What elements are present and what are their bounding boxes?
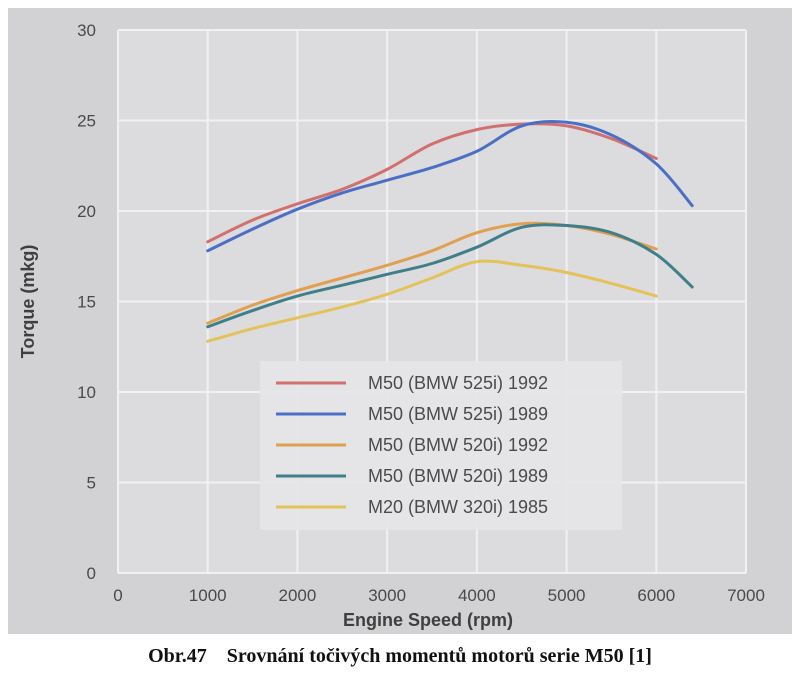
- legend: M50 (BMW 525i) 1992 M50 (BMW 525i) 1989 M5…: [260, 361, 622, 530]
- series-line-2: [206, 120, 694, 253]
- legend-label-3: M50 (BMW 520i) 1992: [368, 435, 548, 455]
- x-tick-label: 1000: [189, 586, 227, 605]
- y-tick-label: 30: [77, 21, 96, 40]
- y-tick-label: 25: [77, 112, 96, 131]
- x-tick-label: 0: [113, 586, 122, 605]
- x-tick-label: 3000: [368, 586, 406, 605]
- legend-label-2: M50 (BMW 525i) 1989: [368, 404, 548, 424]
- series-line-1: [206, 122, 658, 244]
- x-axis-title: Engine Speed (rpm): [343, 610, 513, 630]
- figure-caption: Obr.47 Srovnání točivých momentů motorů …: [148, 645, 652, 667]
- chart-figure: 0 1000 2000 3000 4000 5000 6000 7000 0 5 10 15 20 25…: [8, 8, 792, 634]
- x-tick-label: 5000: [548, 586, 586, 605]
- x-tick-label: 7000: [727, 586, 765, 605]
- y-axis-title: Torque (mkg): [18, 245, 38, 359]
- series-line-4: [206, 223, 694, 329]
- y-tick-label: 10: [77, 383, 96, 402]
- x-tick-label: 6000: [637, 586, 675, 605]
- torque-chart: 0 1000 2000 3000 4000 5000 6000 7000 0 5 10 15 20 25…: [18, 21, 765, 630]
- y-tick-label: 20: [77, 202, 96, 221]
- x-tick-label: 2000: [279, 586, 317, 605]
- x-tick-label: 4000: [458, 586, 496, 605]
- legend-label-4: M50 (BMW 520i) 1989: [368, 466, 548, 486]
- y-tick-label: 15: [77, 293, 96, 312]
- legend-label-5: M20 (BMW 320i) 1985: [368, 497, 548, 517]
- series-layer: [206, 120, 694, 343]
- x-tick-labels: 0 1000 2000 3000 4000 5000 6000 7000: [113, 586, 765, 605]
- y-tick-label: 0: [87, 564, 96, 583]
- legend-label-1: M50 (BMW 525i) 1992: [368, 373, 548, 393]
- y-tick-label: 5: [87, 474, 96, 493]
- y-tick-labels: 0 5 10 15 20 25 30: [77, 21, 96, 583]
- series-line-5: [206, 259, 658, 343]
